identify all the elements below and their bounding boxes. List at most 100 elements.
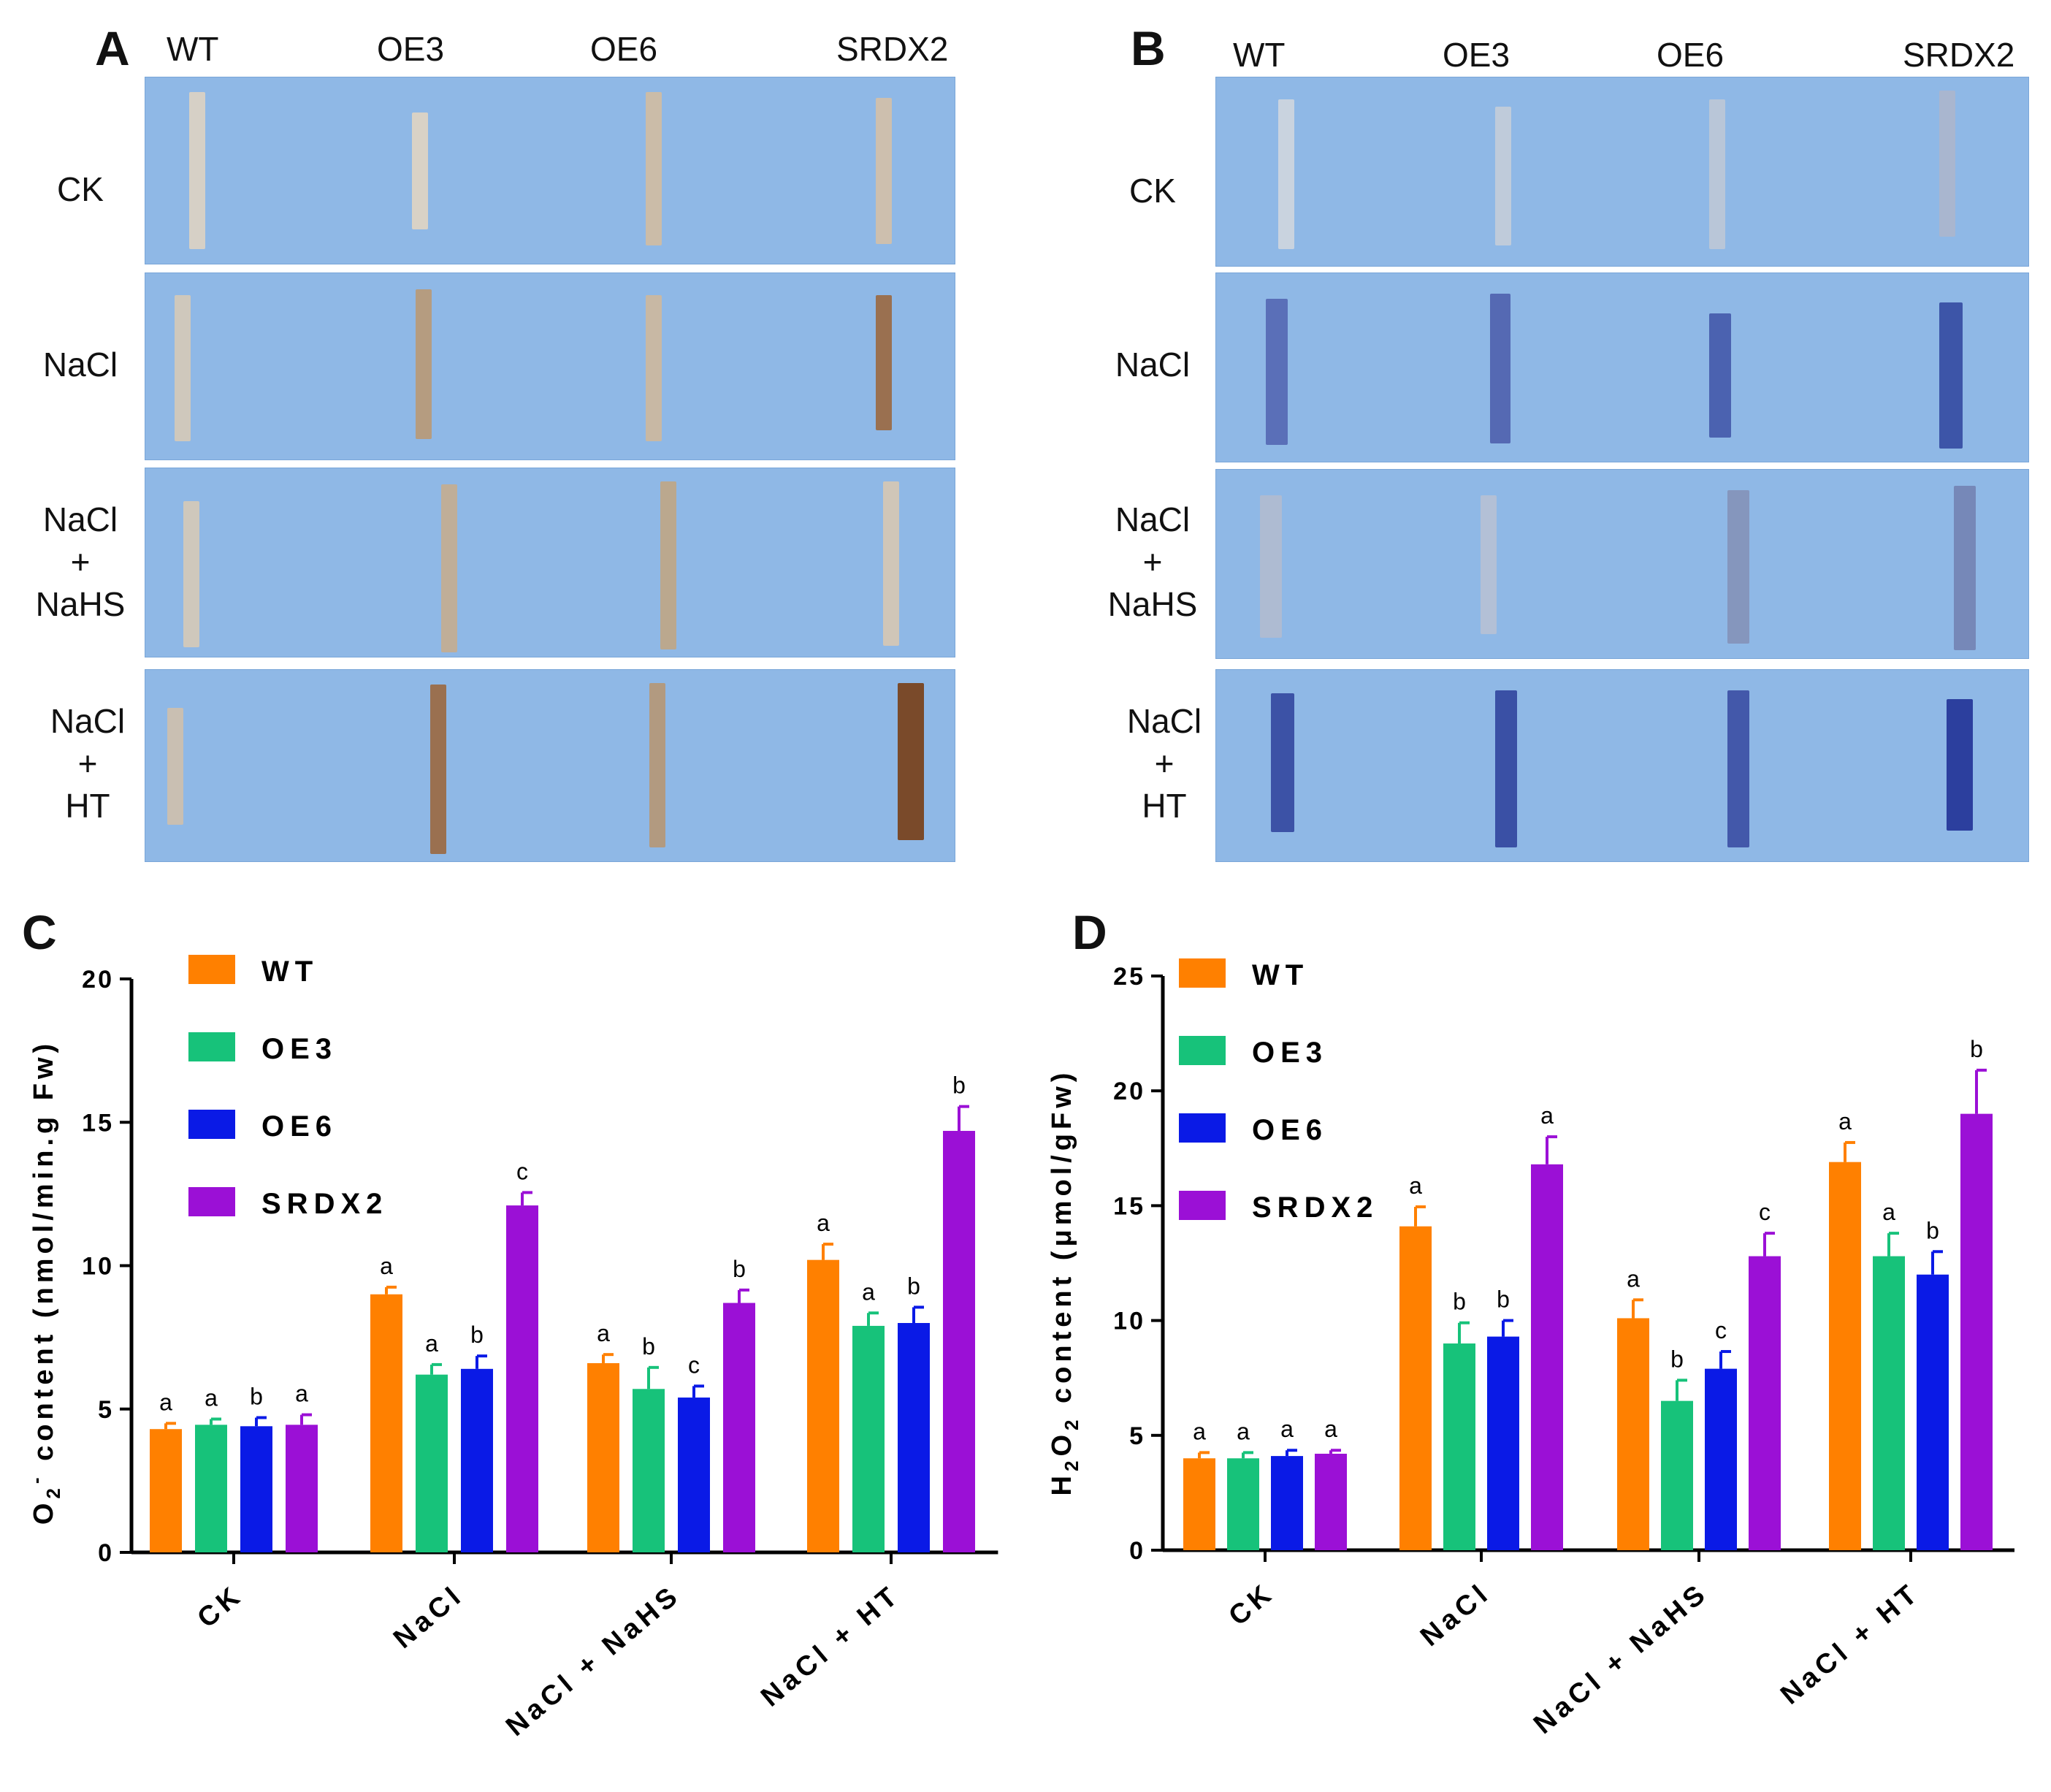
x-tick-label: NaCl + NaHS — [500, 1579, 687, 1742]
bar-wt — [150, 1429, 182, 1552]
y-tick-label: 15 — [1113, 1192, 1145, 1220]
legend-label-srdx2: SRDX2 — [1252, 1192, 1378, 1224]
bar-oe3 — [1873, 1256, 1905, 1550]
y-tick-label: 15 — [82, 1109, 114, 1137]
bar-srdx2 — [1531, 1164, 1563, 1550]
panel-c-letter: C — [22, 905, 57, 959]
leaf-strip — [1260, 495, 1282, 638]
y-tick-label: 10 — [82, 1253, 114, 1281]
leaf-strip — [183, 501, 199, 647]
leaf-strip — [646, 295, 662, 441]
significance-letter: c — [1715, 1317, 1727, 1343]
panel-a-col-oe6: OE6 — [590, 30, 658, 68]
leaf-strip — [1939, 302, 1963, 449]
leaf-strip — [1490, 294, 1510, 443]
panel-a-row-nacl-ht: NaCl + HT — [50, 702, 126, 825]
panel-b-row-nacl-nahs: NaCl + NaHS — [1107, 500, 1198, 623]
panel-a-photo-nacl-ht — [145, 669, 955, 862]
significance-letter: a — [205, 1384, 218, 1411]
leaf-strip — [1727, 490, 1749, 644]
panel-a-col-wt: WT — [167, 30, 219, 68]
legend-swatch-oe6 — [1179, 1113, 1226, 1143]
significance-letter: b — [907, 1273, 920, 1299]
leaf-strip — [649, 683, 665, 847]
leaf-strip — [876, 98, 892, 244]
leaf-strip — [660, 481, 676, 649]
leaf-strip — [898, 683, 924, 840]
significance-letter: a — [159, 1389, 172, 1415]
leaf-strip — [1939, 91, 1955, 237]
legend-swatch-oe3 — [1179, 1036, 1226, 1065]
chart-c-superoxide: 0 5 10 15 20 O2- content (nmol/min.g Fw) a a b a C… — [25, 955, 998, 1742]
panel-a-photo-nacl — [145, 272, 955, 460]
bar-oe3 — [1661, 1400, 1693, 1550]
x-tick-label: NaCl — [388, 1579, 470, 1655]
bar-srdx2 — [286, 1425, 318, 1552]
legend-swatch-srdx2 — [1179, 1191, 1226, 1220]
leaf-strip — [1481, 495, 1497, 634]
significance-letter: b — [952, 1072, 966, 1099]
significance-letter: b — [733, 1256, 746, 1282]
x-tick-label: NaCl — [1415, 1577, 1497, 1652]
significance-letter: b — [1497, 1286, 1510, 1313]
leaf-strip — [167, 708, 183, 825]
leaf-strip — [1947, 699, 1973, 831]
legend-swatch-wt — [1179, 958, 1226, 988]
bar-oe3 — [852, 1325, 885, 1552]
legend-label-oe6: OE6 — [1252, 1114, 1328, 1146]
x-tick-label: CK — [1223, 1577, 1280, 1632]
panel-a-row-nacl-nahs: NaCl + NaHS — [35, 500, 126, 623]
bar-wt — [1183, 1458, 1215, 1550]
significance-letter: c — [1759, 1199, 1771, 1225]
bar-wt — [1829, 1162, 1861, 1550]
leaf-strip — [1266, 299, 1288, 445]
bar-oe3 — [195, 1425, 227, 1552]
significance-letter: a — [425, 1330, 438, 1357]
significance-letter: a — [1882, 1199, 1895, 1225]
bar-oe3 — [1443, 1343, 1475, 1550]
panel-b-letter: B — [1131, 21, 1166, 75]
legend-label-oe6: OE6 — [261, 1110, 337, 1143]
bar-oe3 — [633, 1389, 665, 1552]
bar-oe6 — [461, 1368, 493, 1552]
legend-swatch-oe6 — [188, 1110, 235, 1139]
panel-a-row-nacl: NaCl — [42, 346, 118, 384]
panel-b-photo-nacl-nahs — [1215, 469, 2029, 659]
chart-d-hydrogen-peroxide: 0 5 10 15 20 25 H2O2 content (μmol/gFw) a a a a CK a… — [1047, 958, 2014, 1740]
panel-a-photo-ck — [145, 77, 955, 264]
panel-b-row-nacl-ht: NaCl + HT — [1126, 702, 1202, 825]
significance-letter: b — [1926, 1217, 1939, 1243]
bar-wt — [807, 1259, 839, 1552]
bar-srdx2 — [723, 1303, 755, 1552]
bar-oe6 — [1705, 1368, 1737, 1550]
leaf-strip — [430, 685, 446, 854]
y-tick-label: 0 — [98, 1539, 114, 1567]
y-tick-label: 10 — [1113, 1308, 1145, 1335]
x-tick-label: NaCl + HT — [755, 1579, 906, 1713]
bar-wt — [1617, 1318, 1649, 1550]
bar-srdx2 — [1749, 1256, 1781, 1550]
leaf-strip — [883, 481, 899, 646]
significance-letter: b — [250, 1384, 263, 1410]
leaf-strip — [1495, 690, 1517, 847]
panel-b-photo-nacl — [1215, 272, 2029, 462]
leaf-strip — [416, 289, 432, 439]
x-tick-label: NaCl + NaHS — [1528, 1577, 1714, 1740]
panel-b-photo-ck — [1215, 77, 2029, 267]
significance-letter: a — [1838, 1108, 1852, 1135]
panel-d-letter: D — [1072, 905, 1107, 959]
y-tick-label: 20 — [1113, 1078, 1145, 1105]
bar-oe3 — [416, 1374, 448, 1552]
legend-label-srdx2: SRDX2 — [261, 1188, 388, 1220]
panel-b-col-oe3: OE3 — [1443, 36, 1510, 74]
bar-srdx2 — [943, 1131, 975, 1552]
significance-letter: c — [516, 1158, 528, 1184]
x-tick-label: NaCl + HT — [1775, 1577, 1926, 1711]
legend-swatch-wt — [188, 955, 235, 984]
significance-letter: a — [862, 1278, 875, 1305]
y-axis-label: H2O2 content (μmol/gFw) — [1047, 1069, 1082, 1496]
leaf-strip — [441, 484, 457, 652]
leaf-strip — [175, 295, 191, 441]
significance-letter: a — [380, 1253, 393, 1279]
panel-b-col-srdx2: SRDX2 — [1903, 36, 2015, 74]
